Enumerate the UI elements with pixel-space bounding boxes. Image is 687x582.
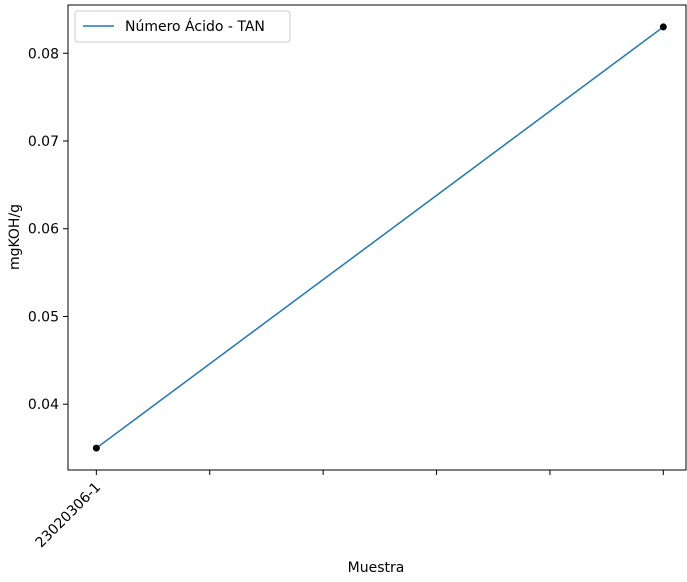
axes (67, 4, 687, 471)
plot-frame (67, 4, 687, 471)
x-tick-label: 23020306-1 (33, 480, 105, 552)
plot-area (92, 23, 667, 452)
x-axis-ticks: 23020306-1 (33, 470, 664, 551)
y-tick-label: 0.06 (28, 222, 59, 238)
legend: Número Ácido - TAN (74, 10, 291, 43)
legend-label: Número Ácido - TAN (125, 18, 265, 35)
y-tick-label: 0.05 (28, 309, 59, 325)
y-axis-ticks: 0.04 0.05 0.06 0.07 0.08 (28, 46, 68, 413)
legend-box (74, 10, 291, 43)
x-axis-label: Muestra (348, 560, 405, 576)
series-line (95, 26, 664, 449)
data-point-marker (92, 444, 100, 452)
data-point-marker (659, 23, 667, 31)
y-axis-label: mgKOH/g (7, 204, 23, 270)
y-tick-label: 0.04 (28, 397, 59, 413)
y-tick-label: 0.08 (28, 46, 59, 62)
y-tick-label: 0.07 (28, 134, 59, 150)
